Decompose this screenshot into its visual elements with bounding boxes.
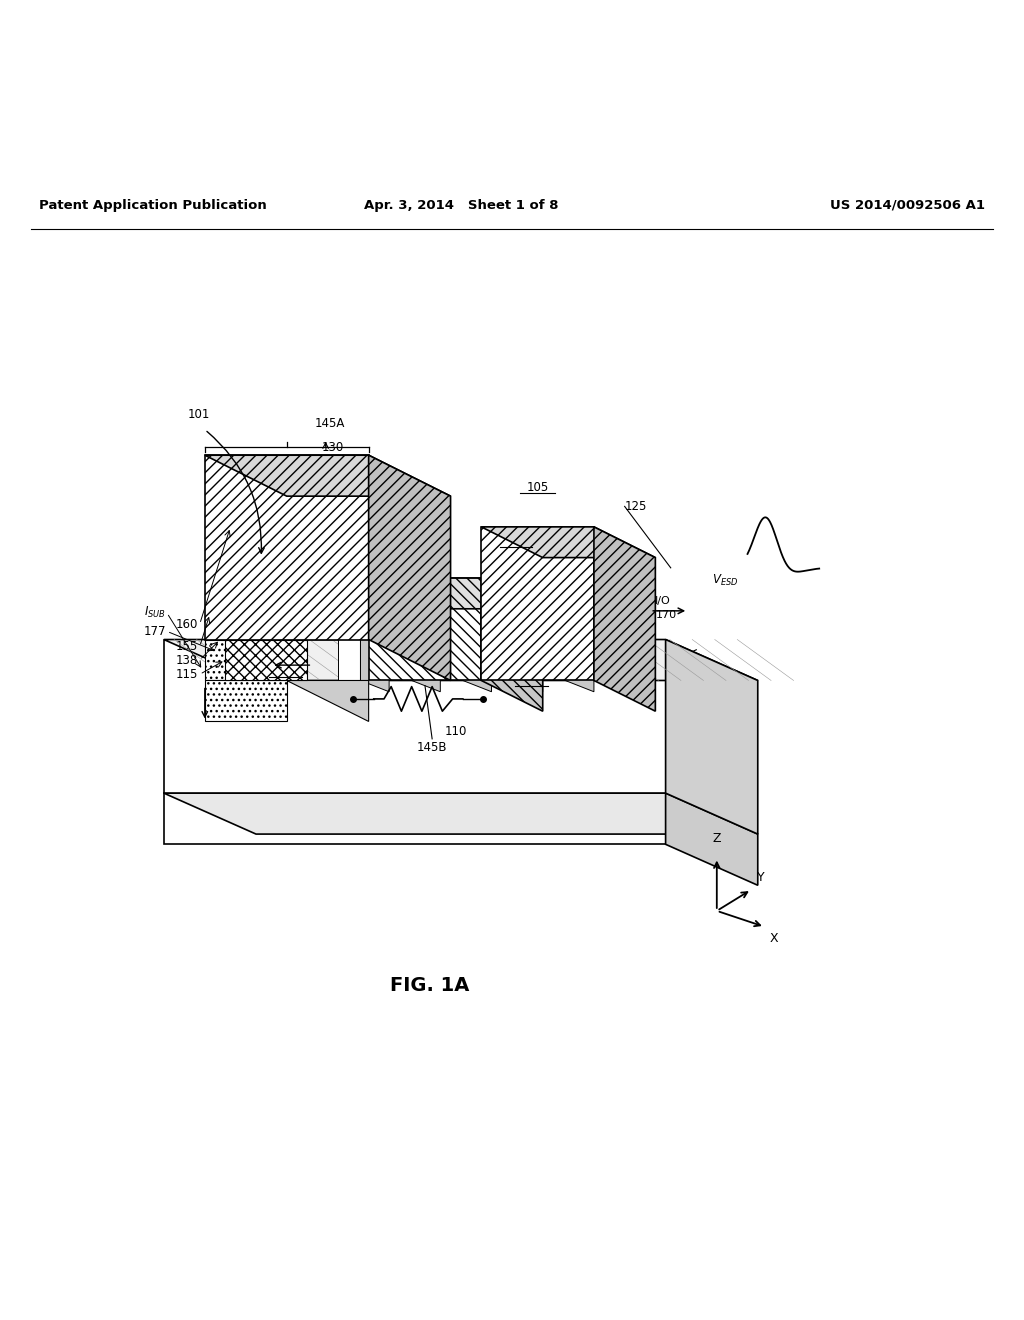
Text: 120: 120 xyxy=(244,649,264,659)
Polygon shape xyxy=(360,614,389,692)
Text: $V_{ESD}$: $V_{ESD}$ xyxy=(712,573,738,589)
Polygon shape xyxy=(205,681,287,722)
Text: $I_{gen}$: $I_{gen}$ xyxy=(285,639,304,656)
Text: 180: 180 xyxy=(504,536,526,549)
Text: 140: 140 xyxy=(273,665,296,678)
Polygon shape xyxy=(666,639,758,834)
Polygon shape xyxy=(666,793,758,886)
Text: 131: 131 xyxy=(299,516,319,527)
Polygon shape xyxy=(616,614,645,692)
Polygon shape xyxy=(543,614,594,626)
Text: 130: 130 xyxy=(322,441,344,454)
Text: Apr. 3, 2014   Sheet 1 of 8: Apr. 3, 2014 Sheet 1 of 8 xyxy=(364,199,558,211)
Text: 115: 115 xyxy=(175,668,198,681)
Text: 170: 170 xyxy=(655,610,677,620)
Polygon shape xyxy=(463,614,492,692)
Polygon shape xyxy=(205,455,451,496)
Text: 132: 132 xyxy=(367,499,387,510)
Polygon shape xyxy=(594,614,616,681)
Polygon shape xyxy=(412,614,440,692)
Polygon shape xyxy=(205,455,369,639)
Text: 150: 150 xyxy=(519,675,542,686)
Polygon shape xyxy=(440,614,463,681)
Polygon shape xyxy=(565,614,594,692)
Polygon shape xyxy=(594,614,645,626)
Text: Y: Y xyxy=(757,871,764,884)
Polygon shape xyxy=(164,793,666,845)
Polygon shape xyxy=(481,578,543,711)
Text: 145B: 145B xyxy=(417,741,447,754)
Text: 145A: 145A xyxy=(314,417,345,429)
Text: 177: 177 xyxy=(143,624,166,638)
Text: 105: 105 xyxy=(526,482,549,495)
Text: 160: 160 xyxy=(175,618,198,631)
Text: I/O: I/O xyxy=(655,595,671,606)
Text: US 2014/0092506 A1: US 2014/0092506 A1 xyxy=(830,199,985,211)
Text: 110: 110 xyxy=(444,725,467,738)
Text: 101: 101 xyxy=(187,408,210,421)
Polygon shape xyxy=(492,614,543,626)
Polygon shape xyxy=(369,578,481,681)
Text: 155: 155 xyxy=(175,640,198,653)
Text: FIG. 1A: FIG. 1A xyxy=(390,975,470,995)
Polygon shape xyxy=(389,614,440,626)
Polygon shape xyxy=(205,639,287,681)
Polygon shape xyxy=(492,614,514,681)
Text: 125: 125 xyxy=(625,500,647,513)
Polygon shape xyxy=(594,527,655,711)
Polygon shape xyxy=(164,639,758,681)
Polygon shape xyxy=(225,639,307,681)
Text: $I_{SUB}$: $I_{SUB}$ xyxy=(144,606,166,620)
Polygon shape xyxy=(338,614,389,626)
Polygon shape xyxy=(164,793,758,834)
Polygon shape xyxy=(543,614,565,681)
Polygon shape xyxy=(389,614,412,681)
Text: 110: 110 xyxy=(625,676,647,689)
Polygon shape xyxy=(164,639,666,793)
Text: Z: Z xyxy=(713,833,721,845)
Polygon shape xyxy=(481,527,594,681)
Polygon shape xyxy=(338,614,360,681)
Text: 138: 138 xyxy=(175,653,198,667)
Polygon shape xyxy=(440,614,492,626)
Polygon shape xyxy=(369,578,543,609)
Text: P/N: P/N xyxy=(252,535,270,544)
Polygon shape xyxy=(514,614,543,692)
Polygon shape xyxy=(369,455,451,681)
Text: Patent Application Publication: Patent Application Publication xyxy=(39,199,266,211)
Polygon shape xyxy=(481,527,655,557)
Polygon shape xyxy=(287,681,369,722)
Text: X: X xyxy=(770,932,778,945)
